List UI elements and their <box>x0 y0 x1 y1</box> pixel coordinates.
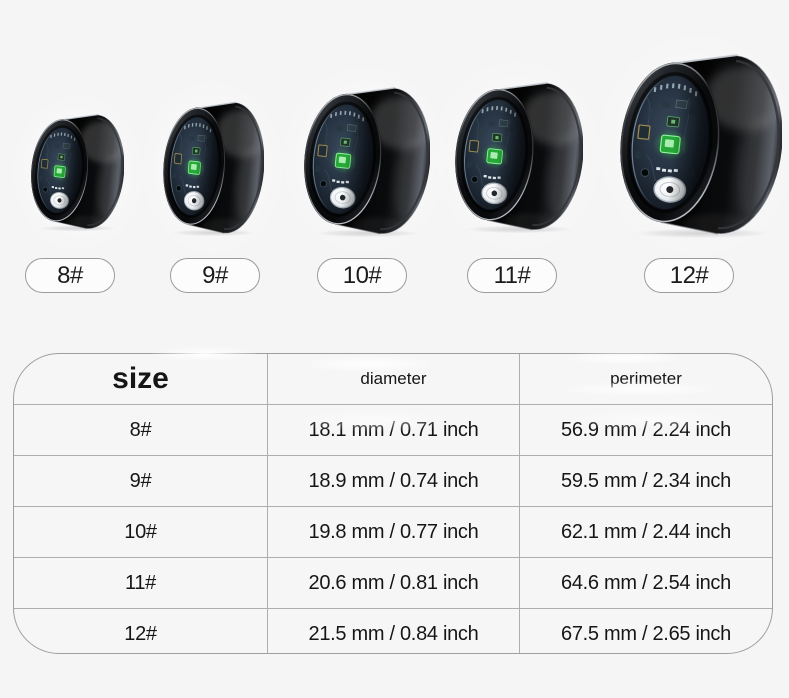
size-badge-label: 8# <box>57 261 83 289</box>
size-badge-label: 9# <box>202 261 228 289</box>
header-size: size <box>14 354 268 404</box>
size-badge-8: 8# <box>25 258 115 293</box>
cell-size: 8# <box>14 405 268 455</box>
size-badge-label: 10# <box>342 261 382 289</box>
table-row: 8# 18.1 mm / 0.71 inch 56.9 mm / 2.24 in… <box>14 405 772 456</box>
size-badge-9: 9# <box>170 258 260 293</box>
size-badge-11: 11# <box>467 258 557 293</box>
cell-perimeter: 59.5 mm / 2.34 inch <box>561 469 731 492</box>
size-table: size diameter perimeter 8# 18.1 mm / 0.7… <box>13 353 773 654</box>
smart-ring-photo-10 <box>300 82 430 238</box>
cell-perimeter: 56.9 mm / 2.24 inch <box>561 418 731 441</box>
cell-diameter: 18.1 mm / 0.71 inch <box>268 405 520 455</box>
cell-perimeter: 62.1 mm / 2.44 inch <box>561 520 731 543</box>
cell-size: 9# <box>14 456 268 506</box>
cell-size: 11# <box>14 558 268 608</box>
cell-size: 12# <box>14 609 268 653</box>
header-perimeter: perimeter <box>610 369 682 388</box>
cell-perimeter: 64.6 mm / 2.54 inch <box>561 571 731 594</box>
smart-ring-photo-12 <box>615 48 782 239</box>
cell-perimeter: 67.5 mm / 2.65 inch <box>561 622 731 645</box>
size-badge-label: 12# <box>669 261 709 289</box>
table-header-row: size diameter perimeter <box>14 354 772 405</box>
cell-diameter: 21.5 mm / 0.84 inch <box>268 609 520 653</box>
smart-ring-photo-9 <box>160 97 264 237</box>
header-diameter: diameter <box>268 354 520 404</box>
size-badge-12: 12# <box>644 258 734 293</box>
size-badge-label: 11# <box>493 261 531 289</box>
cell-diameter: 19.8 mm / 0.77 inch <box>268 507 520 557</box>
cell-size: 10# <box>14 507 268 557</box>
smart-ring-photo-11 <box>451 77 583 234</box>
table-row: 10# 19.8 mm / 0.77 inch 62.1 mm / 2.44 i… <box>14 507 772 558</box>
table-row: 12# 21.5 mm / 0.84 inch 67.5 mm / 2.65 i… <box>14 609 772 653</box>
table-row: 11# 20.6 mm / 0.81 inch 64.6 mm / 2.54 i… <box>14 558 772 609</box>
size-badge-10: 10# <box>317 258 407 293</box>
table-row: 9# 18.9 mm / 0.74 inch 59.5 mm / 2.34 in… <box>14 456 772 507</box>
cell-diameter: 20.6 mm / 0.81 inch <box>268 558 520 608</box>
smart-ring-photo-8 <box>28 110 124 232</box>
cell-diameter: 18.9 mm / 0.74 inch <box>268 456 520 506</box>
